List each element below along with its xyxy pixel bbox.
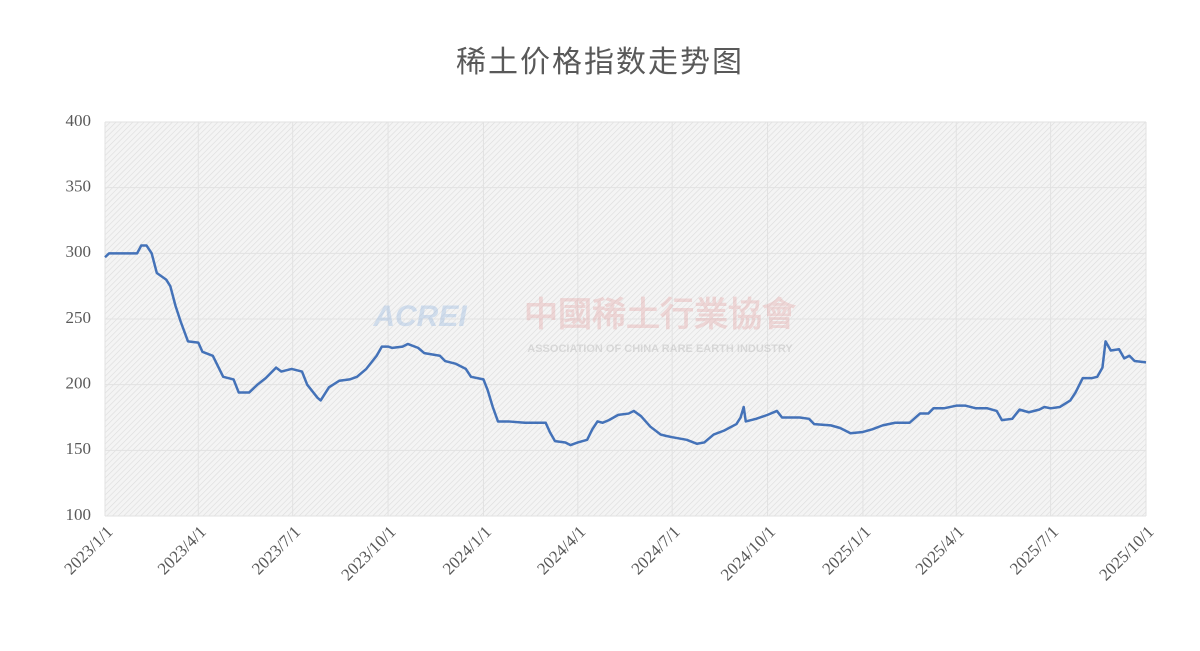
x-tick-label: 2024/4/1: [533, 522, 589, 578]
x-tick-label: 2024/1/1: [439, 522, 495, 578]
chart-title: 稀土价格指数走势图: [456, 46, 744, 79]
y-tick-label: 250: [66, 308, 92, 327]
y-tick-label: 300: [66, 242, 92, 261]
x-tick-label: 2023/10/1: [337, 522, 399, 584]
y-tick-label: 100: [66, 505, 92, 524]
watermark-subtitle: ASSOCIATION OF CHINA RARE EARTH INDUSTRY: [527, 343, 793, 355]
x-tick-label: 2025/4/1: [912, 522, 968, 578]
y-tick-label: 350: [66, 177, 92, 196]
watermark-name: 中國稀土行業協會: [524, 296, 797, 334]
x-tick-label: 2023/1/1: [60, 522, 116, 578]
watermark: ACREI 中國稀土行業協會 ASSOCIATION OF CHINA RARE…: [372, 296, 797, 355]
x-tick-label: 2023/4/1: [154, 522, 210, 578]
x-tick-label: 2024/7/1: [628, 522, 684, 578]
x-tick-label: 2023/7/1: [248, 522, 304, 578]
x-tick-label: 2025/10/1: [1095, 522, 1157, 584]
watermark-logo: ACREI: [372, 300, 467, 333]
y-tick-label: 200: [66, 374, 92, 393]
x-tick-label: 2025/7/1: [1006, 522, 1062, 578]
y-tick-label: 400: [66, 111, 92, 130]
y-tick-label: 150: [66, 439, 92, 458]
line-series: [104, 244, 1147, 447]
x-tick-label: 2024/10/1: [717, 522, 779, 584]
x-tick-label: 2025/1/1: [818, 522, 874, 578]
